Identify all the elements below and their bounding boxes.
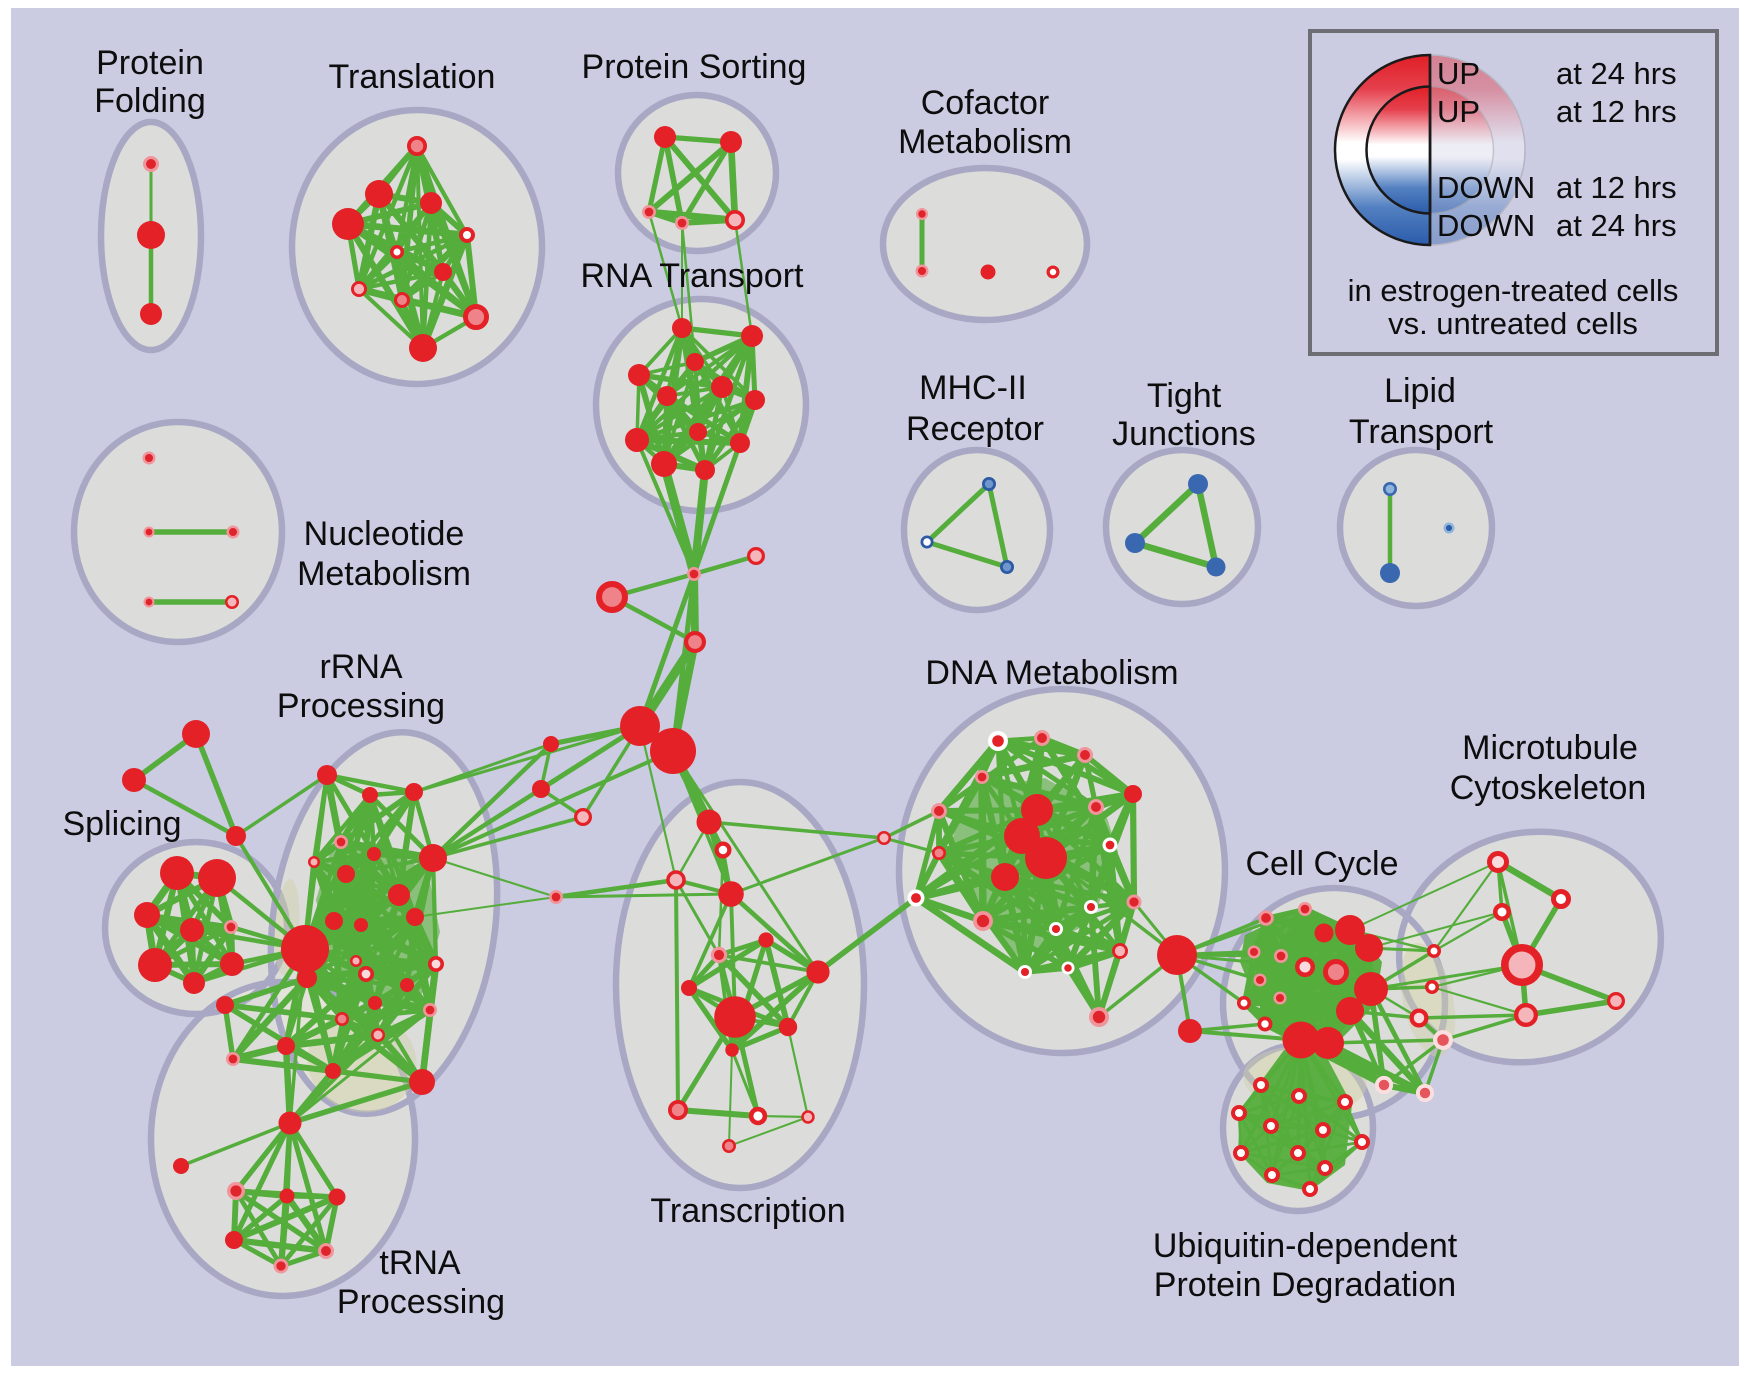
- svg-text:vs. untreated cells: vs. untreated cells: [1388, 306, 1638, 341]
- svg-text:Processing: Processing: [337, 1283, 505, 1321]
- svg-text:DNA Metabolism: DNA Metabolism: [925, 654, 1178, 692]
- svg-text:Metabolism: Metabolism: [297, 555, 471, 593]
- svg-text:Receptor: Receptor: [906, 410, 1044, 448]
- svg-text:Junctions: Junctions: [1112, 415, 1256, 453]
- svg-text:DOWN: DOWN: [1437, 170, 1535, 205]
- svg-text:tRNA: tRNA: [379, 1244, 461, 1282]
- svg-text:Lipid: Lipid: [1384, 372, 1456, 410]
- svg-text:at 12 hrs: at 12 hrs: [1556, 170, 1677, 205]
- svg-text:at 12 hrs: at 12 hrs: [1556, 94, 1677, 129]
- svg-text:Protein Sorting: Protein Sorting: [582, 48, 807, 86]
- svg-text:Microtubule: Microtubule: [1462, 729, 1638, 767]
- svg-text:Transcription: Transcription: [650, 1192, 845, 1230]
- svg-text:Transport: Transport: [1349, 413, 1494, 451]
- svg-text:Nucleotide: Nucleotide: [304, 515, 465, 553]
- svg-text:at 24 hrs: at 24 hrs: [1556, 208, 1677, 243]
- svg-text:rRNA: rRNA: [319, 648, 402, 686]
- svg-text:Tight: Tight: [1147, 377, 1222, 415]
- svg-text:DOWN: DOWN: [1437, 208, 1535, 243]
- svg-text:UP: UP: [1437, 56, 1480, 91]
- svg-text:Cofactor: Cofactor: [921, 84, 1050, 122]
- svg-text:Ubiquitin-dependent: Ubiquitin-dependent: [1153, 1227, 1458, 1265]
- svg-text:Splicing: Splicing: [62, 805, 181, 843]
- svg-text:Protein Degradation: Protein Degradation: [1154, 1266, 1456, 1304]
- svg-text:RNA Transport: RNA Transport: [581, 257, 805, 295]
- svg-text:Cell Cycle: Cell Cycle: [1245, 845, 1398, 883]
- svg-text:Cytoskeleton: Cytoskeleton: [1450, 769, 1647, 807]
- svg-text:at 24 hrs: at 24 hrs: [1556, 56, 1677, 91]
- svg-text:in estrogen-treated cells: in estrogen-treated cells: [1348, 273, 1679, 308]
- svg-text:Metabolism: Metabolism: [898, 123, 1072, 161]
- svg-text:Folding: Folding: [94, 82, 206, 120]
- svg-text:UP: UP: [1437, 94, 1480, 129]
- svg-text:Processing: Processing: [277, 687, 445, 725]
- svg-text:Translation: Translation: [329, 58, 496, 96]
- svg-text:Protein: Protein: [96, 44, 204, 82]
- svg-text:MHC-II: MHC-II: [919, 369, 1027, 407]
